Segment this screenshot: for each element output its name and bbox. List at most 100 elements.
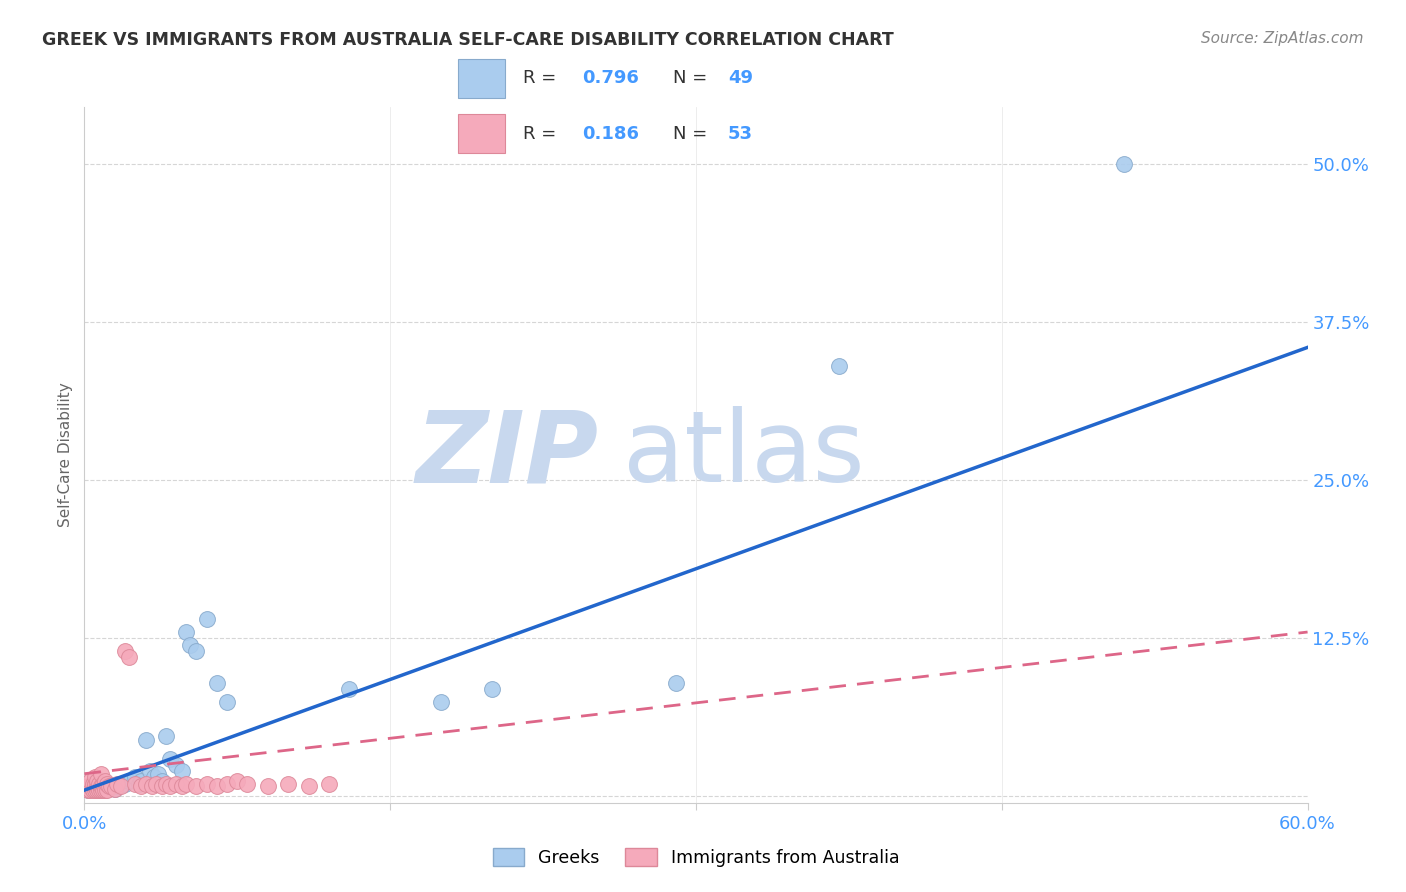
Point (145, 777, 167, 791)
Point (135, 777, 157, 791)
Point (664, 675, 686, 690)
Point (82, 781, 104, 796)
Point (159, 751, 181, 765)
Point (96, 780, 118, 794)
Point (86, 780, 108, 795)
Point (118, 650, 141, 665)
Point (165, 777, 187, 791)
Text: R =: R = (523, 70, 562, 87)
Point (277, 777, 299, 791)
Point (141, 780, 163, 794)
Point (83, 771, 105, 785)
Point (93, 777, 115, 791)
Point (114, 644, 136, 658)
Point (226, 774, 249, 789)
Point (142, 771, 165, 785)
Point (90, 780, 112, 794)
Point (97, 780, 120, 794)
Point (131, 780, 153, 794)
Point (205, 780, 228, 794)
Point (430, 695, 453, 709)
Text: Source: ZipAtlas.com: Source: ZipAtlas.com (1201, 31, 1364, 46)
Point (217, 777, 239, 791)
Point (90, 781, 112, 796)
Point (105, 780, 128, 794)
Point (195, 777, 218, 791)
Point (104, 781, 127, 796)
Point (124, 771, 146, 785)
Point (135, 732, 157, 747)
Point (83, 777, 105, 791)
Point (150, 780, 173, 794)
Point (118, 774, 141, 789)
Point (87, 778, 110, 792)
Text: 0.796: 0.796 (582, 70, 638, 87)
Point (93, 783, 115, 797)
Point (77, 780, 100, 794)
Point (87, 783, 110, 797)
Point (90, 777, 112, 791)
Point (79, 783, 101, 797)
Point (1114, 157, 1136, 171)
Point (159, 780, 181, 794)
Point (86, 783, 108, 797)
Point (827, 359, 849, 374)
Point (174, 625, 197, 640)
Text: 53: 53 (728, 125, 754, 143)
Point (91, 783, 114, 797)
Point (91, 777, 114, 791)
Point (97, 780, 120, 795)
Point (186, 780, 208, 794)
Point (108, 777, 131, 791)
Text: ZIP: ZIP (415, 407, 598, 503)
Point (236, 777, 259, 791)
Point (155, 777, 177, 791)
Text: atlas: atlas (623, 407, 865, 503)
Point (83, 783, 105, 797)
Point (195, 612, 218, 626)
Point (83, 780, 105, 794)
Point (87, 777, 110, 791)
Point (100, 780, 122, 794)
Point (150, 774, 173, 789)
Point (105, 777, 128, 791)
Point (257, 780, 280, 794)
Point (86, 774, 108, 789)
Point (82, 783, 104, 797)
Point (82, 777, 104, 791)
Point (110, 780, 132, 794)
Point (83, 783, 105, 797)
Text: N =: N = (673, 125, 713, 143)
Point (318, 777, 340, 791)
Point (165, 757, 187, 772)
FancyBboxPatch shape (457, 114, 505, 153)
Point (79, 780, 101, 795)
Point (93, 783, 115, 797)
Text: GREEK VS IMMIGRANTS FROM AUSTRALIA SELF-CARE DISABILITY CORRELATION CHART: GREEK VS IMMIGRANTS FROM AUSTRALIA SELF-… (42, 31, 894, 49)
Point (77, 783, 100, 797)
Point (146, 766, 169, 780)
Point (205, 675, 228, 690)
Point (110, 778, 132, 792)
Point (174, 777, 197, 791)
FancyBboxPatch shape (457, 59, 505, 97)
Point (104, 781, 127, 796)
Point (90, 783, 112, 797)
Point (79, 780, 101, 794)
Legend: Greeks, Immigrants from Australia: Greeks, Immigrants from Australia (486, 841, 905, 874)
Point (79, 774, 101, 789)
Point (172, 764, 194, 779)
Point (100, 778, 122, 792)
Point (96, 783, 118, 797)
Text: R =: R = (523, 125, 562, 143)
Point (83, 780, 105, 794)
Point (298, 780, 321, 794)
Point (155, 729, 177, 743)
Point (217, 695, 239, 709)
Point (101, 780, 124, 794)
Text: 49: 49 (728, 70, 754, 87)
Y-axis label: Self-Care Disability: Self-Care Disability (58, 383, 73, 527)
Point (138, 764, 160, 779)
Text: N =: N = (673, 70, 713, 87)
Point (179, 638, 201, 652)
